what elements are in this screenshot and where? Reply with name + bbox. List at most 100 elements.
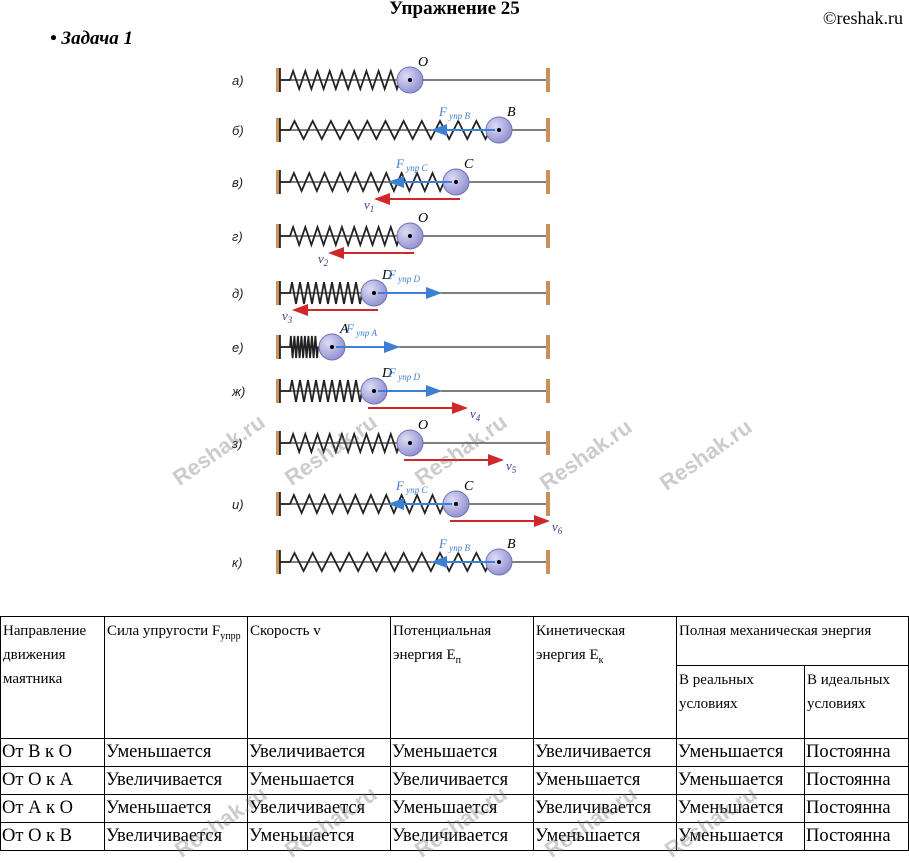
force-label: F упр D (387, 365, 420, 382)
table-cell: Уменьшается (533, 766, 677, 795)
table-cell: Увеличивается (104, 766, 248, 795)
table-cell: Уменьшается (247, 766, 391, 795)
table-cell: От В к О (0, 738, 105, 767)
velocity-label: v1 (364, 197, 374, 214)
force-label: F упр C (395, 156, 428, 173)
row-label: е) (232, 340, 244, 355)
velocity-label: v2 (318, 251, 329, 268)
left-wall (276, 224, 280, 248)
row-label: а) (232, 73, 244, 88)
right-wall (546, 281, 550, 305)
table-cell: Уменьшается (104, 738, 248, 767)
table-row: От В к О Уменьшается Увеличивается Уменьшае… (0, 738, 909, 767)
ball-label: B (507, 105, 516, 120)
spring (280, 550, 491, 574)
table-cell: Уменьшается (533, 822, 677, 851)
spring (280, 224, 401, 248)
force-label: F упр B (438, 536, 470, 553)
ball-center (408, 78, 412, 82)
ball-center (497, 560, 501, 564)
table-cell: Уменьшается (390, 794, 534, 823)
task-heading: • Задача 1 (50, 28, 133, 49)
copyright: ©reshak.ru (822, 8, 903, 28)
header-force: Сила упругости Fупрр (104, 616, 248, 739)
spring (280, 492, 445, 516)
ball-center (454, 502, 458, 506)
spring (280, 281, 363, 305)
table-cell: Уменьшается (676, 766, 805, 795)
ball-label: B (507, 537, 516, 552)
table-row: От А к О Уменьшается Увеличивается Уменьшае… (0, 794, 909, 823)
table-cell: Увеличивается (390, 822, 534, 851)
table-cell: Увеличивается (247, 794, 391, 823)
row-label: г) (232, 229, 243, 244)
table-cell: Увеличивается (104, 822, 248, 851)
ball-center (408, 234, 412, 238)
left-wall (276, 68, 280, 92)
table-cell: Постоянна (803, 766, 909, 795)
ball-label: C (464, 157, 474, 172)
ball-center (454, 180, 458, 184)
table-cell: Увеличивается (390, 766, 534, 795)
left-wall (276, 335, 280, 359)
ball-center (497, 128, 501, 132)
ball-label: O (418, 418, 428, 433)
table-cell: Увеличивается (533, 794, 677, 823)
header-potential: Потенциальная энергия Eп (390, 616, 534, 739)
right-wall (546, 335, 550, 359)
row-label: в) (232, 175, 243, 190)
right-wall (546, 379, 550, 403)
right-wall (546, 68, 550, 92)
table-cell: Уменьшается (104, 794, 248, 823)
right-wall (546, 431, 550, 455)
left-wall (276, 379, 280, 403)
table-cell: Уменьшается (390, 738, 534, 767)
ball-center (372, 291, 376, 295)
ball-label: O (418, 211, 428, 226)
right-wall (546, 492, 550, 516)
table-header-row: Направление движения маятника Сила упруг… (0, 616, 909, 739)
force-label: F упр D (387, 267, 420, 284)
header-direction: Направление движения маятника (0, 616, 105, 739)
row-label: з) (231, 436, 242, 451)
table-cell: Увеличивается (247, 738, 391, 767)
table-cell: Постоянна (803, 794, 909, 823)
header-total: Полная механическая энергия (675, 616, 909, 666)
right-wall (546, 224, 550, 248)
velocity-label: v5 (506, 458, 517, 475)
spring (280, 335, 319, 359)
ball-label: C (464, 479, 474, 494)
table-cell: Уменьшается (676, 738, 805, 767)
spring (280, 68, 401, 92)
table-cell: Постоянна (803, 822, 909, 851)
page-title: Упражнение 25 (389, 0, 520, 19)
velocity-label: v6 (552, 519, 563, 536)
table-cell: Уменьшается (247, 822, 391, 851)
left-wall (276, 550, 280, 574)
table-cell: От А к О (0, 794, 105, 823)
velocity-label: v3 (282, 308, 293, 325)
row-label: ж) (231, 384, 245, 399)
ball-label: D (381, 268, 392, 283)
header-kinetic: Кинетическая энергия Eк (533, 616, 677, 739)
right-wall (546, 550, 550, 574)
ball-center (372, 389, 376, 393)
table-cell: От О к А (0, 766, 105, 795)
spring (280, 379, 363, 403)
energy-table: Направление движения маятника Сила упруг… (0, 616, 909, 851)
ball-label: O (418, 55, 428, 70)
force-label: F упр B (438, 104, 470, 121)
table-cell: Постоянна (803, 738, 909, 767)
force-label: F упр C (395, 478, 428, 495)
header-ideal: В идеальных условиях (803, 665, 909, 739)
table-cell: Уменьшается (676, 794, 805, 823)
spring (280, 170, 445, 194)
header-velocity: Скорость v (247, 616, 391, 739)
row-label: и) (232, 497, 244, 512)
ball-center (330, 345, 334, 349)
row-label: к) (232, 555, 242, 570)
ball-label: A (339, 322, 349, 337)
left-wall (276, 118, 280, 142)
ball-center (408, 441, 412, 445)
